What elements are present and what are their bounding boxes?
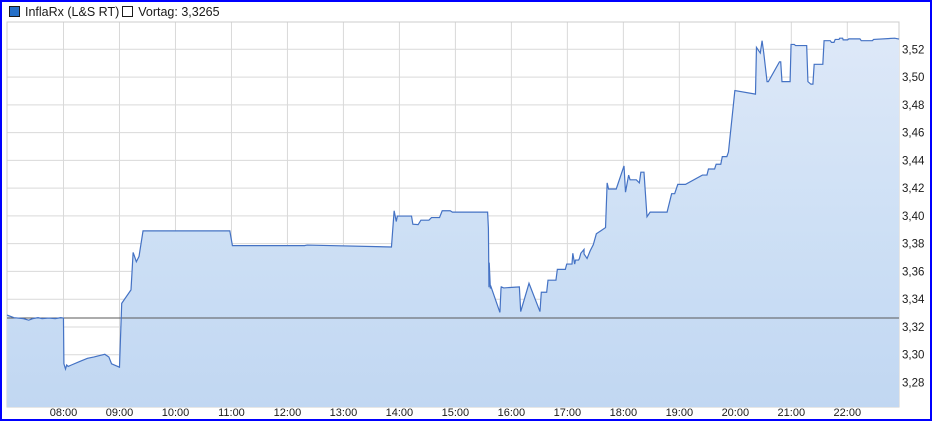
svg-text:17:00: 17:00 <box>554 407 582 419</box>
svg-text:08:00: 08:00 <box>50 407 78 419</box>
svg-text:14:00: 14:00 <box>386 407 414 419</box>
svg-text:16:00: 16:00 <box>498 407 526 419</box>
svg-text:21:00: 21:00 <box>778 407 806 419</box>
svg-text:19:00: 19:00 <box>666 407 694 419</box>
svg-text:3,52: 3,52 <box>902 44 924 56</box>
svg-text:20:00: 20:00 <box>722 407 750 419</box>
svg-text:3,50: 3,50 <box>902 72 924 84</box>
svg-text:10:00: 10:00 <box>162 407 190 419</box>
svg-text:3,30: 3,30 <box>902 350 924 362</box>
svg-text:11:00: 11:00 <box>218 407 245 419</box>
svg-text:22:00: 22:00 <box>834 407 862 419</box>
svg-text:3,34: 3,34 <box>902 294 925 306</box>
svg-text:13:00: 13:00 <box>330 407 358 419</box>
svg-text:3,46: 3,46 <box>902 128 924 140</box>
svg-text:12:00: 12:00 <box>274 407 302 419</box>
svg-text:3,38: 3,38 <box>902 239 924 251</box>
svg-text:3,44: 3,44 <box>902 155 925 167</box>
svg-text:3,36: 3,36 <box>902 266 924 278</box>
svg-text:3,40: 3,40 <box>902 211 924 223</box>
svg-text:09:00: 09:00 <box>106 407 134 419</box>
svg-text:3,48: 3,48 <box>902 100 924 112</box>
svg-text:3,28: 3,28 <box>902 378 924 390</box>
svg-text:3,32: 3,32 <box>902 322 924 334</box>
svg-text:15:00: 15:00 <box>442 407 470 419</box>
svg-text:3,42: 3,42 <box>902 183 924 195</box>
svg-text:18:00: 18:00 <box>610 407 638 419</box>
